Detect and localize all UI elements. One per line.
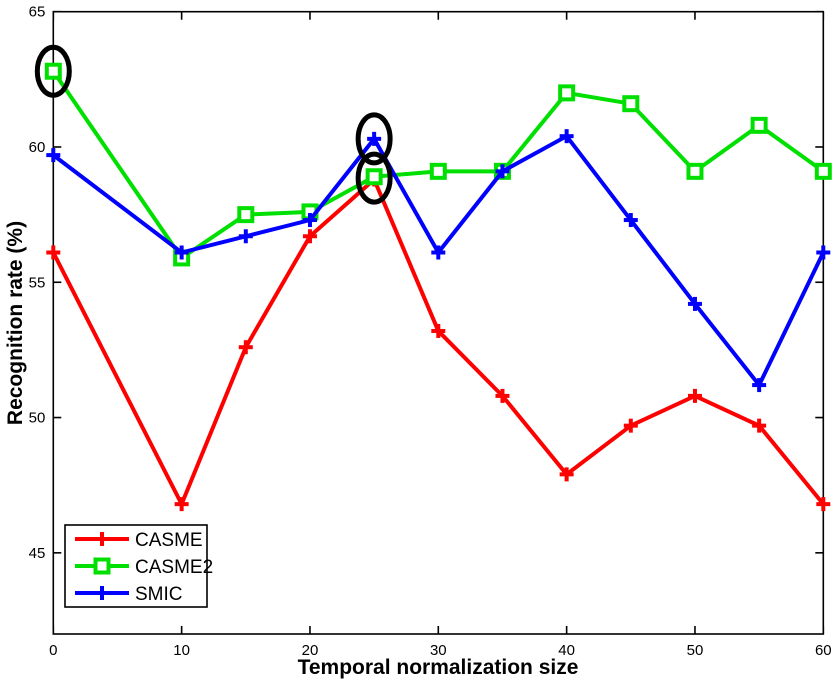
y-tick-label: 50 [29,410,46,427]
x-tick-label: 20 [302,642,319,659]
data-point-casme2 [429,162,447,180]
data-point-casme2 [686,162,704,180]
legend-label-smic: SMIC [135,584,183,605]
annotation-circle-smic [355,112,393,166]
data-point-casme2 [558,84,576,102]
x-tick-label: 40 [558,642,575,659]
data-point-casme2 [237,206,255,224]
series-line-casme [51,176,825,509]
x-tick-label: 10 [173,642,190,659]
x-tick-label: 0 [49,642,57,659]
data-point-casme2 [44,62,62,80]
y-axis-label: Recognition rate (%) [4,221,27,425]
annotation-circle-casme2 [34,44,72,98]
x-tick-label: 60 [815,642,832,659]
x-tick-label: 30 [430,642,447,659]
series-line-casme2 [51,70,825,261]
y-tick-label: 60 [29,139,46,156]
plot-area: 0 10 20 30 40 50 60 45 50 55 60 65 CASME CASME2 SMIC [29,4,832,659]
data-point-casme2 [750,116,768,134]
legend-label-casme: CASME [135,530,203,551]
legend-marker-casme2 [93,557,111,575]
y-tick-label: 45 [29,545,46,562]
legend-label-casme2: CASME2 [135,557,213,578]
y-tick-label: 55 [29,274,46,291]
series-line-smic [52,133,826,389]
data-point-casme2 [622,95,640,113]
y-tick-label: 65 [29,4,46,21]
x-axis-label: Temporal normalization size [298,656,579,679]
annotation-circle-casme [355,151,393,205]
data-point-casme2 [365,168,383,186]
data-point-casme2 [814,162,832,180]
x-tick-label: 50 [687,642,704,659]
